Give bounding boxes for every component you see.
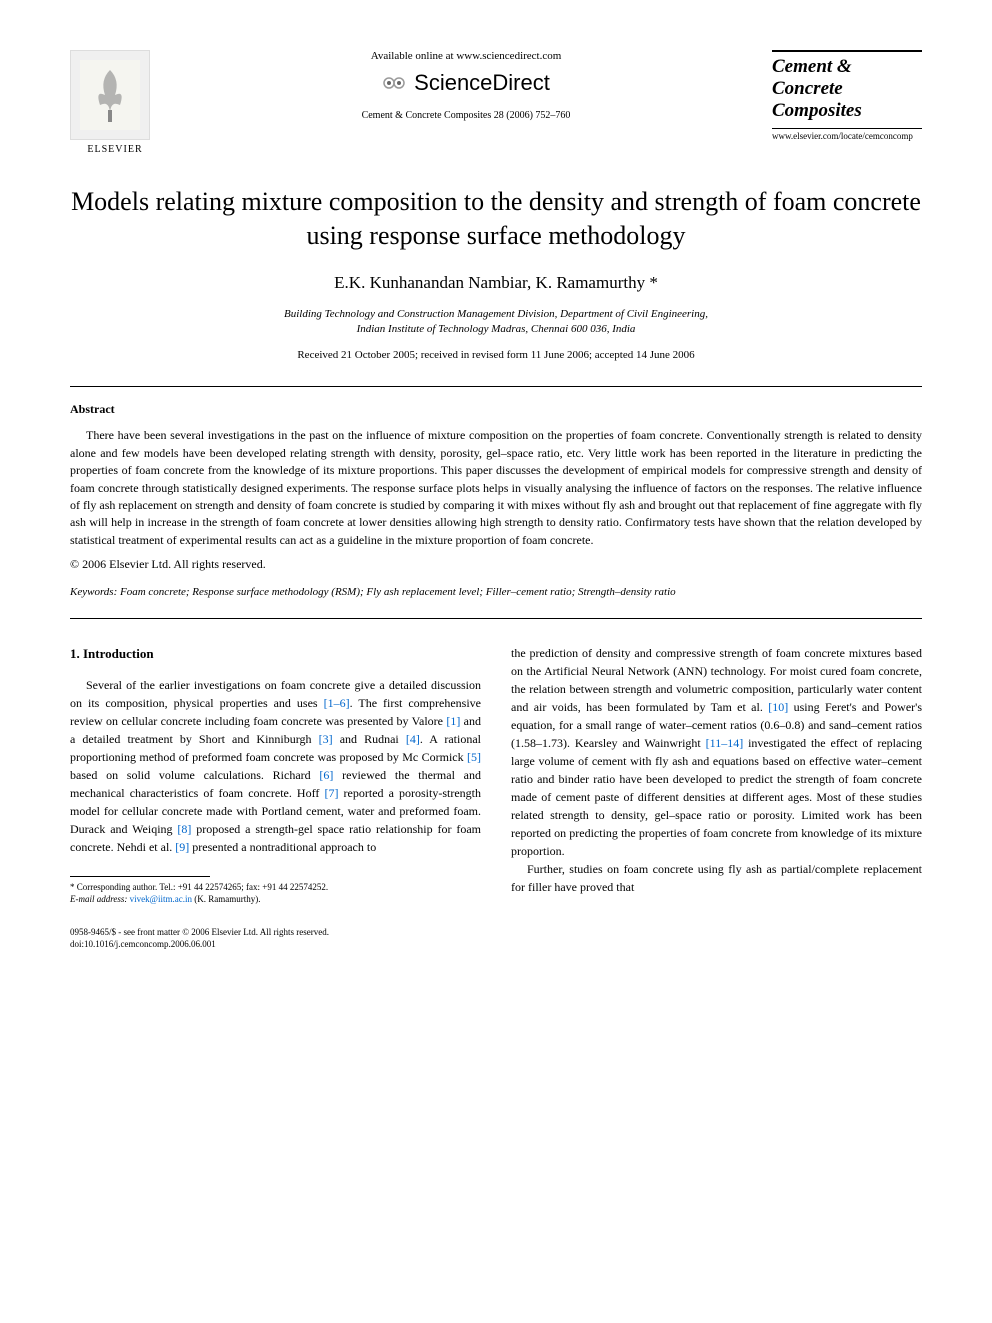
section-1-heading: 1. Introduction xyxy=(70,644,481,664)
divider-top xyxy=(70,386,922,387)
page-footer: 0958-9465/$ - see front matter © 2006 El… xyxy=(70,926,922,951)
ref-link-9[interactable]: [9] xyxy=(175,840,189,854)
sciencedirect-logo: ScienceDirect xyxy=(180,70,752,96)
keywords-text: Foam concrete; Response surface methodol… xyxy=(117,586,675,598)
footnote-separator xyxy=(70,876,210,877)
ref-link-4[interactable]: [4] xyxy=(406,732,420,746)
footer-line1: 0958-9465/$ - see front matter © 2006 El… xyxy=(70,926,922,939)
footnote-corresponding: * Corresponding author. Tel.: +91 44 225… xyxy=(70,881,481,894)
sciencedirect-text: ScienceDirect xyxy=(414,70,550,96)
ref-link-7[interactable]: [7] xyxy=(324,786,338,800)
ref-link-8[interactable]: [8] xyxy=(177,822,191,836)
ref-link-11-14[interactable]: [11–14] xyxy=(706,736,744,750)
corresponding-author-footnote: * Corresponding author. Tel.: +91 44 225… xyxy=(70,881,481,906)
elsevier-logo-block: ELSEVIER xyxy=(70,50,160,155)
page-header: ELSEVIER Available online at www.science… xyxy=(70,50,922,155)
elsevier-tree-icon xyxy=(70,50,150,140)
journal-url: www.elsevier.com/locate/cemconcomp xyxy=(772,128,922,141)
available-online-text: Available online at www.sciencedirect.co… xyxy=(180,50,752,62)
center-header: Available online at www.sciencedirect.co… xyxy=(160,50,772,121)
sciencedirect-icon xyxy=(382,71,406,95)
journal-reference: Cement & Concrete Composites 28 (2006) 7… xyxy=(180,110,752,121)
journal-title-line3: Composites xyxy=(772,100,922,122)
article-dates: Received 21 October 2005; received in re… xyxy=(70,349,922,361)
copyright: © 2006 Elsevier Ltd. All rights reserved… xyxy=(70,557,922,572)
journal-title: Cement & Concrete Composites xyxy=(772,50,922,122)
journal-title-block: Cement & Concrete Composites www.elsevie… xyxy=(772,50,922,141)
ref-link-1-6[interactable]: [1–6] xyxy=(324,696,350,710)
ref-link-1[interactable]: [1] xyxy=(446,714,460,728)
abstract-body: There have been several investigations i… xyxy=(70,427,922,549)
affiliation-line2: Indian Institute of Technology Madras, C… xyxy=(70,322,922,337)
keywords: Keywords: Foam concrete; Response surfac… xyxy=(70,586,922,598)
footnote-email[interactable]: vivek@iitm.ac.in xyxy=(127,894,192,904)
footnote-email-line: E-mail address: vivek@iitm.ac.in (K. Ram… xyxy=(70,893,481,906)
abstract-heading: Abstract xyxy=(70,402,922,417)
intro-paragraph-2: Further, studies on foam concrete using … xyxy=(511,860,922,896)
body-columns: 1. Introduction Several of the earlier i… xyxy=(70,644,922,906)
elsevier-label: ELSEVIER xyxy=(70,144,160,155)
ref-link-10[interactable]: [10] xyxy=(768,700,788,714)
intro-paragraph-1-cont: the prediction of density and compressiv… xyxy=(511,644,922,860)
intro-paragraph-1: Several of the earlier investigations on… xyxy=(70,676,481,856)
abstract-text: There have been several investigations i… xyxy=(70,428,922,546)
journal-title-line1: Cement & xyxy=(772,56,922,78)
ref-link-6[interactable]: [6] xyxy=(319,768,333,782)
footnote-email-suffix: (K. Ramamurthy). xyxy=(192,894,260,904)
divider-bottom xyxy=(70,618,922,619)
footnote-email-label: E-mail address: xyxy=(70,894,127,904)
column-right: the prediction of density and compressiv… xyxy=(511,644,922,906)
ref-link-3[interactable]: [3] xyxy=(319,732,333,746)
footer-line2: doi:10.1016/j.cemconcomp.2006.06.001 xyxy=(70,938,922,951)
affiliation-line1: Building Technology and Construction Man… xyxy=(70,307,922,322)
keywords-label: Keywords: xyxy=(70,586,117,598)
ref-link-5[interactable]: [5] xyxy=(467,750,481,764)
authors: E.K. Kunhanandan Nambiar, K. Ramamurthy … xyxy=(70,273,922,293)
column-left: 1. Introduction Several of the earlier i… xyxy=(70,644,481,906)
article-title: Models relating mixture composition to t… xyxy=(70,185,922,253)
journal-title-line2: Concrete xyxy=(772,78,922,100)
affiliation: Building Technology and Construction Man… xyxy=(70,307,922,338)
